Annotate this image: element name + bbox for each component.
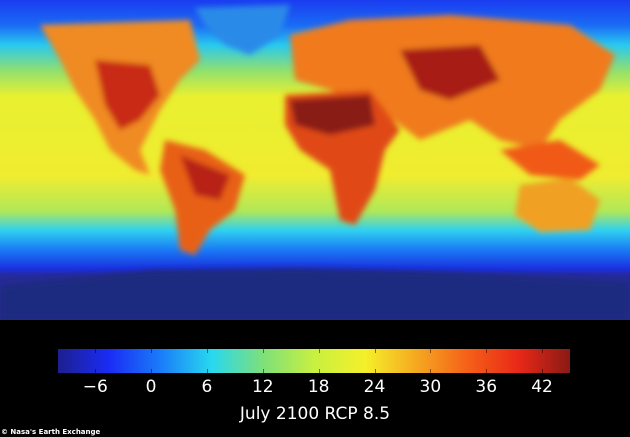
colorbar-tick-mark	[206, 369, 208, 373]
colorbar-tick-mark	[95, 349, 97, 353]
colorbar-tick-label: 24	[363, 377, 386, 397]
south-america	[160, 140, 245, 255]
colorbar-tick-mark	[95, 369, 97, 373]
colorbar-tick-label: 36	[475, 377, 498, 397]
colorbar-tick-mark	[542, 349, 544, 353]
north-america-hot	[95, 60, 160, 130]
colorbar-tick-mark	[262, 349, 264, 353]
antarctica	[0, 268, 630, 320]
colorbar-tick-label: 0	[145, 377, 157, 397]
south-america-hot	[180, 155, 230, 200]
australia	[515, 178, 600, 232]
colorbar-tick-mark	[486, 369, 488, 373]
colorbar-tick-mark	[430, 369, 432, 373]
sahara-hot	[290, 95, 375, 135]
colorbar-tick-mark	[486, 349, 488, 353]
colorbar-tick-label: 6	[201, 377, 213, 397]
colorbar-tick-label: 12	[251, 377, 274, 397]
colorbar-tick-label: 30	[419, 377, 442, 397]
colorbar-tick-mark	[374, 349, 376, 353]
colorbar-tick-mark	[374, 369, 376, 373]
colorbar-tick-mark	[318, 349, 320, 353]
colorbar-tick-label: −6	[82, 377, 108, 397]
colorbar-tick-mark	[318, 369, 320, 373]
colorbar-tick-mark	[262, 369, 264, 373]
colorbar-tick-label: 42	[531, 377, 553, 397]
colorbar-tick-label: 18	[307, 377, 330, 397]
temperature-map	[0, 0, 630, 320]
colorbar-tick-mark	[206, 349, 208, 353]
colorbar-tick-mark	[151, 349, 153, 353]
greenland	[195, 5, 290, 55]
colorbar-tick-mark	[542, 369, 544, 373]
colorbar	[58, 349, 570, 373]
credit-text: © Nasa's Earth Exchange	[1, 428, 101, 436]
southeast-asia	[500, 140, 600, 180]
colorbar-tick-mark	[430, 349, 432, 353]
map-title: July 2100 RCP 8.5	[239, 404, 391, 424]
colorbar-tick-mark	[151, 369, 153, 373]
eurasia-hot	[400, 45, 500, 100]
